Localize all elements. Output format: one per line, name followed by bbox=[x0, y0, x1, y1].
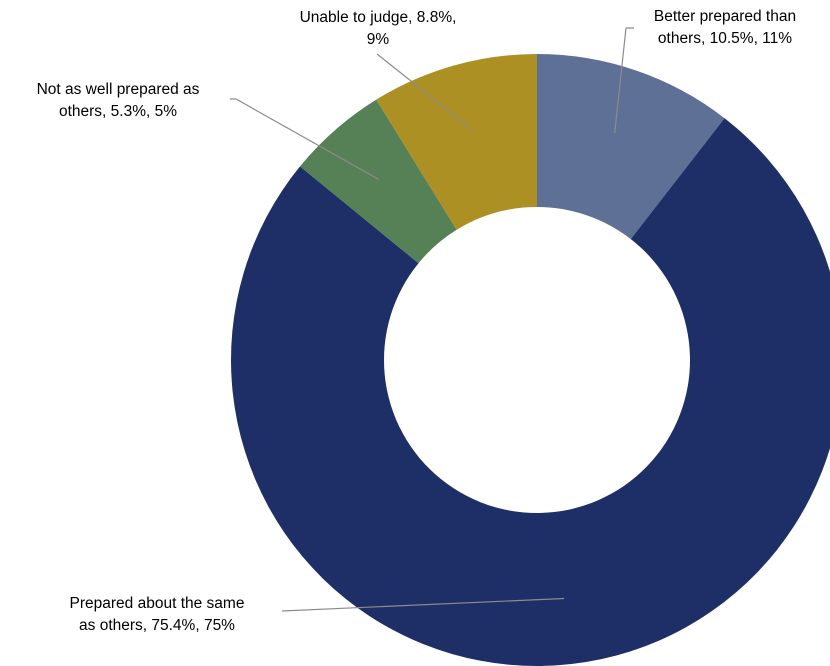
data-labels-layer: Better prepared than others, 10.5%, 11% Pr… bbox=[37, 8, 797, 634]
data-label: Better prepared than others, 10.5%, 11% bbox=[654, 8, 796, 47]
data-label: Prepared about the same as others, 75.4%,… bbox=[70, 595, 245, 634]
leader-line bbox=[230, 98, 380, 181]
data-label: Not as well prepared as others, 5.3%, 5% bbox=[37, 81, 200, 120]
leader-line bbox=[281, 597, 565, 612]
slice-prepared-about-the-same-as-others bbox=[231, 118, 830, 666]
data-label-line: others, 10.5%, 11% bbox=[658, 30, 792, 47]
data-label-line: 9% bbox=[367, 31, 390, 48]
data-label-line: Better prepared than bbox=[654, 8, 796, 25]
data-label-line: Unable to judge, 8.8%, bbox=[300, 9, 457, 26]
slice-not-as-well-prepared-as-others bbox=[300, 99, 457, 264]
slice-unable-to-judge bbox=[376, 54, 537, 230]
leader-line bbox=[376, 53, 472, 130]
leader-line bbox=[614, 27, 634, 133]
data-label-line: Prepared about the same bbox=[70, 595, 245, 612]
leader-lines-layer bbox=[230, 27, 634, 612]
slice-better-prepared-than-others bbox=[537, 54, 725, 240]
data-label: Unable to judge, 8.8%, 9% bbox=[300, 9, 457, 48]
data-label-line: others, 5.3%, 5% bbox=[59, 103, 177, 120]
slices-layer bbox=[231, 54, 830, 666]
data-label-line: Not as well prepared as bbox=[37, 81, 200, 98]
data-label-line: as others, 75.4%, 75% bbox=[79, 617, 235, 634]
